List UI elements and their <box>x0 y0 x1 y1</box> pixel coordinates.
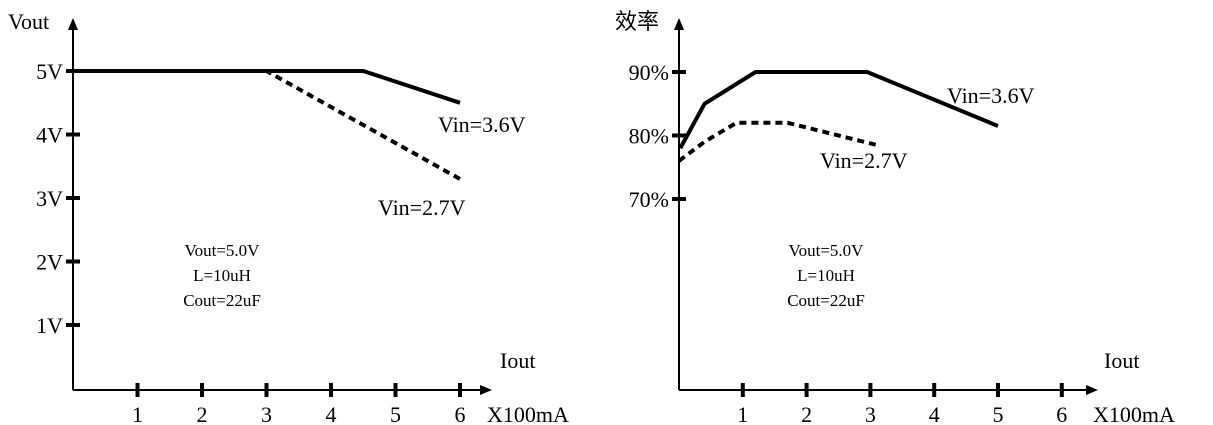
series-label-vin-3-6-vout: Vin=3.6V <box>438 112 526 137</box>
y-tick-label-efficiency-70: 70% <box>629 187 669 212</box>
x-tick-label-vout-4: 4 <box>326 402 337 425</box>
y-tick-label-vout-4: 4V <box>36 123 63 148</box>
note-output-cap-efficiency: Cout=22uF <box>787 291 865 310</box>
x-tick-label-efficiency-3: 3 <box>865 402 876 425</box>
x-tick-label-vout-6: 6 <box>455 402 466 425</box>
x-tick-label-vout-5: 5 <box>390 402 401 425</box>
x-tick-label-efficiency-1: 1 <box>737 402 748 425</box>
series-label-vin-2-7-efficiency: Vin=2.7V <box>820 148 908 173</box>
x-axis-title-efficiency: Iout <box>1104 348 1139 373</box>
series-label-vin-3-6-efficiency: Vin=3.6V <box>947 83 1035 108</box>
y-axis-title-vout: Vout <box>8 9 49 34</box>
series-line-efficiency-vin-2-7v <box>677 120 878 163</box>
x-axis-title-vout: Iout <box>500 348 535 373</box>
x-tick-label-efficiency-5: 5 <box>993 402 1004 425</box>
y-axis-title-efficiency: 效率 <box>615 9 659 34</box>
y-tick-label-efficiency-90: 90% <box>629 60 669 85</box>
y-ticks-vout: 1V 2V 3V 4V 5V <box>36 59 80 338</box>
efficiency-chart: 效率 Iout X100mA 1 2 3 4 5 6 70% 80% 90% Vin=3.6V… <box>615 9 1175 425</box>
series-label-vin-2-7-vout: Vin=2.7V <box>378 195 466 220</box>
y-tick-label-vout-1: 1V <box>36 313 63 338</box>
x-tick-label-vout-1: 1 <box>132 402 143 425</box>
y-tick-label-vout-3: 3V <box>36 186 63 211</box>
x-tick-label-vout-3: 3 <box>261 402 272 425</box>
note-vout-setting: Vout=5.0V <box>185 241 261 260</box>
x-tick-label-vout-2: 2 <box>197 402 208 425</box>
series-group-vout <box>73 69 461 181</box>
y-ticks-efficiency: 70% 80% 90% <box>629 60 686 212</box>
x-axis-unit-vout: X100mA <box>487 402 569 425</box>
note-inductor: L=10uH <box>193 266 251 285</box>
series-line-vout-vin-3-6v <box>73 69 461 105</box>
series-group-efficiency <box>677 70 999 163</box>
series-line-vout-vin-2-7v <box>73 69 461 181</box>
series-line-efficiency-vin-3-6v <box>678 70 999 150</box>
note-vout-setting-efficiency: Vout=5.0V <box>789 241 865 260</box>
vout-chart: Vout Iout X100mA 1 2 3 4 5 6 1V 2V 3V 4V 5V Vin=3… <box>8 9 569 425</box>
x-axis-unit-efficiency: X100mA <box>1093 402 1175 425</box>
x-tick-label-efficiency-6: 6 <box>1056 402 1067 425</box>
x-tick-label-efficiency-4: 4 <box>929 402 940 425</box>
note-inductor-efficiency: L=10uH <box>797 266 855 285</box>
y-tick-label-vout-2: 2V <box>36 250 63 275</box>
x-ticks-vout: 1 2 3 4 5 6 <box>132 383 466 425</box>
x-tick-label-efficiency-2: 2 <box>801 402 812 425</box>
x-ticks-efficiency: 1 2 3 4 5 6 <box>737 383 1067 425</box>
y-tick-label-efficiency-80: 80% <box>629 124 669 149</box>
y-tick-label-vout-5: 5V <box>36 59 63 84</box>
note-output-cap: Cout=22uF <box>183 291 261 310</box>
